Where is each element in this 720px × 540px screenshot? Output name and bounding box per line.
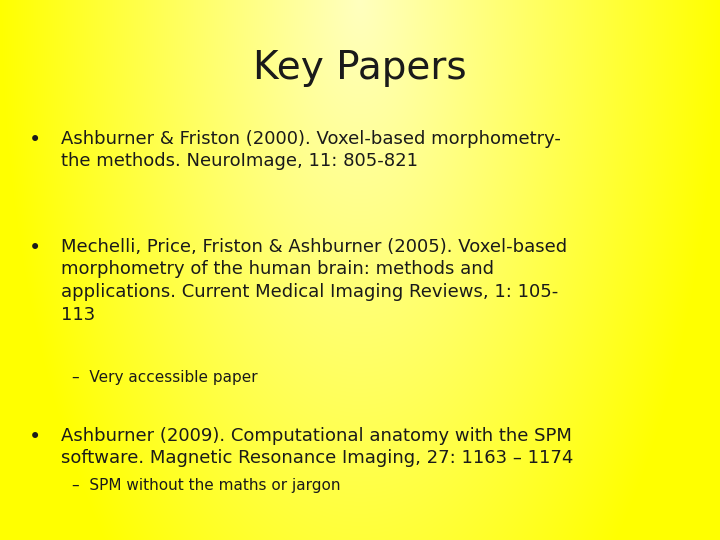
- Text: 113: 113: [61, 306, 96, 323]
- Text: Ashburner & Friston (2000). Voxel-based morphometry-: Ashburner & Friston (2000). Voxel-based …: [61, 130, 561, 147]
- Text: morphometry of the human brain: methods and: morphometry of the human brain: methods …: [61, 260, 494, 278]
- Text: •: •: [29, 238, 41, 258]
- Text: •: •: [29, 427, 41, 447]
- Text: Mechelli, Price, Friston & Ashburner (2005). Voxel-based: Mechelli, Price, Friston & Ashburner (20…: [61, 238, 567, 255]
- Text: Ashburner (2009). Computational anatomy with the SPM: Ashburner (2009). Computational anatomy …: [61, 427, 572, 444]
- Text: –  Very accessible paper: – Very accessible paper: [72, 370, 258, 385]
- Text: the methods. NeuroImage, 11: 805-821: the methods. NeuroImage, 11: 805-821: [61, 152, 418, 170]
- Text: •: •: [29, 130, 41, 150]
- Text: –  SPM without the maths or jargon: – SPM without the maths or jargon: [72, 478, 341, 493]
- Text: applications. Current Medical Imaging Reviews, 1: 105-: applications. Current Medical Imaging Re…: [61, 283, 559, 301]
- Text: software. Magnetic Resonance Imaging, 27: 1163 – 1174: software. Magnetic Resonance Imaging, 27…: [61, 449, 574, 467]
- Text: Key Papers: Key Papers: [253, 49, 467, 86]
